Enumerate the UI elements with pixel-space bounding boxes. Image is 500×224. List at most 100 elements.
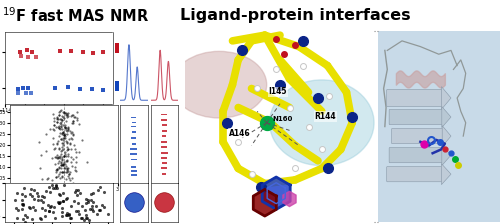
Bar: [132, 143, 136, 145]
Point: [60, 199, 68, 203]
Point: [96, 209, 104, 212]
Bar: [130, 153, 137, 155]
Point: [64, 125, 72, 128]
Point: [18, 203, 26, 207]
Text: Ligand-protein interfaces: Ligand-protein interfaces: [180, 8, 410, 23]
Point: [88, 204, 96, 208]
Point: [58, 175, 66, 179]
Point: [34, 198, 42, 202]
Point: [28, 91, 36, 95]
Point: [42, 132, 50, 136]
Point: [58, 174, 66, 177]
Point: [56, 160, 64, 164]
Point: [64, 112, 72, 115]
Point: [62, 170, 70, 173]
Point: [38, 198, 46, 202]
Point: [36, 167, 44, 170]
Bar: [161, 114, 168, 115]
Bar: [162, 162, 167, 164]
Point: [61, 125, 69, 129]
Point: [70, 119, 78, 123]
Point: [64, 154, 72, 158]
Point: [99, 50, 107, 54]
Point: [63, 145, 71, 149]
Point: [70, 199, 78, 202]
Point: [46, 190, 54, 194]
Point: [60, 171, 68, 174]
Point: [50, 116, 58, 120]
Point: [67, 114, 75, 118]
Point: [70, 181, 78, 185]
Bar: [162, 146, 167, 148]
Point: [57, 137, 65, 141]
Point: [52, 168, 60, 172]
Point: [55, 113, 63, 117]
Point: [59, 162, 67, 166]
Point: [50, 206, 58, 209]
Point: [68, 133, 76, 136]
Point: [62, 213, 70, 216]
Point: [68, 130, 76, 134]
Point: [62, 133, 70, 136]
Point: [68, 121, 76, 125]
Point: [78, 204, 86, 207]
Point: [53, 141, 61, 145]
Point: [36, 216, 44, 220]
Point: [56, 156, 64, 160]
Point: [61, 166, 69, 170]
Point: [63, 158, 71, 162]
Point: [98, 204, 106, 207]
Point: [55, 172, 63, 175]
Point: [58, 124, 66, 127]
Point: [53, 186, 61, 190]
Point: [50, 119, 58, 123]
Point: [61, 152, 69, 156]
Point: [23, 49, 31, 52]
Point: [64, 114, 72, 118]
Point: [84, 200, 92, 204]
Point: [50, 148, 58, 151]
Point: [58, 155, 66, 159]
Point: [51, 87, 59, 90]
Point: [58, 164, 66, 167]
Point: [42, 177, 50, 181]
Point: [28, 205, 36, 209]
Point: [70, 165, 78, 168]
Point: [54, 140, 62, 143]
Point: [54, 115, 62, 118]
Point: [92, 205, 100, 208]
Point: [64, 128, 72, 131]
Point: [61, 125, 69, 129]
Point: [16, 50, 24, 54]
Point: [14, 191, 22, 194]
Bar: [162, 124, 167, 126]
Point: [58, 148, 66, 151]
Point: [50, 123, 58, 127]
Point: [59, 143, 67, 147]
Point: [68, 164, 76, 168]
Point: [63, 148, 71, 152]
Point: [78, 138, 86, 142]
Point: [22, 220, 30, 224]
Point: [55, 192, 63, 196]
Point: [77, 216, 85, 219]
Point: [58, 170, 66, 174]
Point: [94, 208, 102, 211]
Point: [18, 217, 26, 220]
Point: [60, 154, 68, 157]
Point: [58, 118, 66, 122]
Point: [64, 213, 72, 217]
Point: [62, 134, 70, 138]
Polygon shape: [283, 191, 296, 207]
Point: [88, 198, 96, 202]
FancyBboxPatch shape: [114, 47, 119, 53]
Point: [68, 121, 76, 124]
Point: [53, 118, 61, 121]
Point: [50, 129, 58, 132]
Point: [57, 162, 65, 165]
X-axis label: ¹H chemical shift (ppm): ¹H chemical shift (ppm): [35, 193, 92, 198]
Point: [82, 197, 90, 200]
Point: [65, 177, 73, 180]
Point: [50, 123, 58, 127]
Point: [72, 209, 80, 213]
